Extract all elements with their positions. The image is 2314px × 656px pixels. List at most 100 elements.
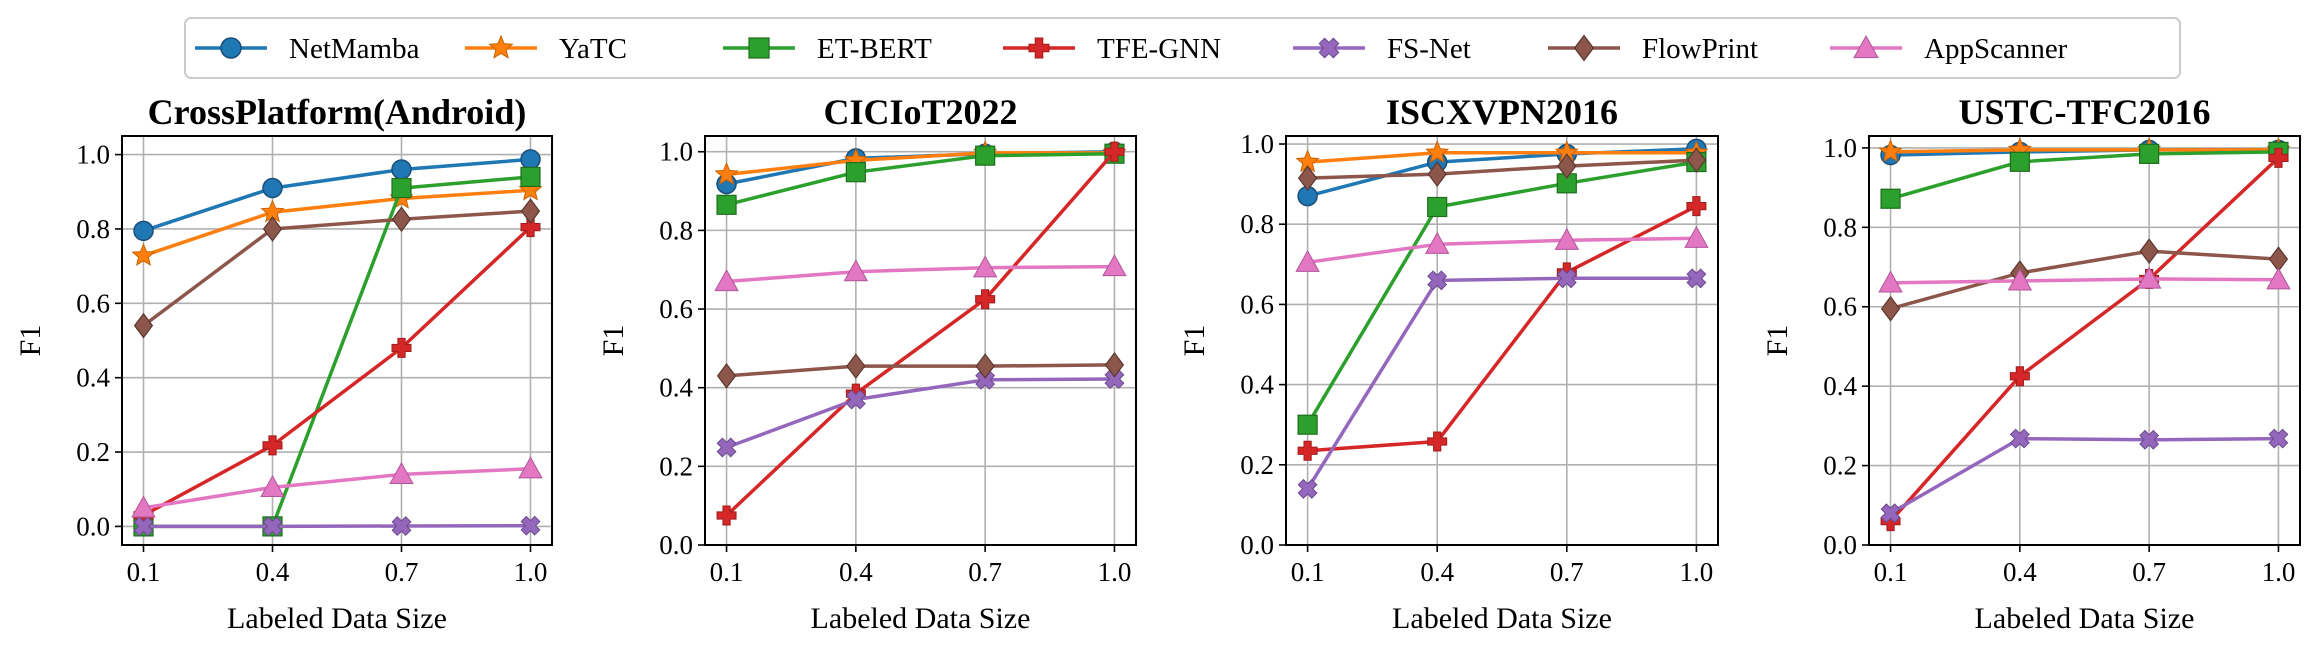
point-appscanner: [518, 456, 543, 479]
point-flowprint: [975, 353, 995, 379]
point-appscanner: [131, 495, 156, 518]
point-et-bert: [1427, 196, 1448, 218]
point-et-bert: [716, 194, 737, 215]
legend-label-tfe-gnn: TFE-GNN: [1097, 33, 1221, 65]
chart-title: CICIoT2022: [823, 92, 1017, 132]
chart-title: CrossPlatform(Android): [148, 92, 527, 132]
y-axis-label: F1: [597, 325, 630, 357]
series-group: [714, 140, 1127, 526]
y-axis-label: F1: [1761, 325, 1794, 357]
point-fs-net: [845, 389, 866, 410]
x-axis-label: Labeled Data Size: [1392, 602, 1612, 635]
point-tfe-gnn: [1297, 440, 1318, 461]
legend-label-fs-net: FS-Net: [1387, 33, 1471, 65]
y-tick-label: 0.2: [659, 451, 693, 481]
x-axis-label: Labeled Data Size: [811, 602, 1031, 635]
point-flowprint: [1880, 295, 1901, 322]
series-line-netmamba: [142, 157, 531, 233]
series-fs-net: [716, 369, 1125, 458]
x-tick-label: 0.4: [839, 557, 873, 587]
point-netmamba: [391, 159, 412, 180]
point-fs-net: [1556, 268, 1577, 289]
y-tick-label: 0.8: [659, 215, 693, 245]
legend-frame: [184, 17, 2181, 79]
point-yatc: [1878, 139, 1903, 163]
point-fs-net: [2139, 429, 2160, 450]
point-appscanner: [2007, 268, 2033, 291]
point-yatc: [714, 161, 739, 185]
x-tick-label: 0.1: [710, 557, 744, 587]
series-tfe-gnn: [1880, 147, 2289, 532]
y-tick-label: 0.4: [1823, 371, 1857, 401]
chart-title: USTC-TFC2016: [1958, 92, 2210, 132]
point-tfe-gnn: [1427, 431, 1448, 452]
point-flowprint: [1557, 153, 1577, 179]
series-line-appscanner: [726, 264, 1115, 284]
x-tick-label: 0.4: [1420, 557, 1454, 587]
x-tick-label: 0.1: [1291, 557, 1325, 587]
x-tick-label: 0.7: [968, 557, 1002, 587]
point-et-bert: [845, 162, 866, 183]
x-axis-label: Labeled Data Size: [227, 602, 447, 635]
point-appscanner: [2266, 267, 2291, 290]
gridlines: [122, 136, 552, 545]
point-tfe-gnn: [975, 289, 996, 310]
gridlines: [705, 136, 1136, 546]
y-tick-label: 0.0: [1823, 530, 1857, 560]
point-flowprint: [1297, 165, 1318, 191]
series-line-fs-net: [725, 377, 1115, 450]
series-line-fs-net: [1889, 436, 2279, 515]
point-tfe-gnn: [1686, 196, 1707, 217]
point-et-bert: [2139, 143, 2160, 164]
series-line-flowprint: [142, 209, 531, 328]
legend-entry-netmamba: NetMamba: [195, 33, 420, 65]
axes-frame: [121, 135, 553, 546]
series-line-tfe-gnn: [725, 150, 1116, 517]
x-tick-label: 1.0: [514, 557, 548, 587]
point-flowprint: [391, 206, 412, 233]
point-fs-net: [1880, 503, 1901, 524]
series-line-yatc: [1890, 148, 2279, 154]
point-fs-net: [1297, 478, 1318, 499]
y-tick-label: 0.8: [1823, 212, 1857, 242]
point-et-bert: [1880, 188, 1901, 209]
series-line-tfe-gnn: [1889, 156, 2280, 523]
gridlines: [1286, 136, 1718, 546]
point-appscanner: [714, 269, 739, 292]
point-flowprint: [846, 353, 866, 379]
point-appscanner: [1295, 249, 1320, 272]
point-flowprint: [133, 312, 154, 339]
point-et-bert: [391, 177, 412, 199]
point-appscanner: [1424, 231, 1450, 254]
series-appscanner: [1295, 225, 1709, 272]
y-tick-label: 0.2: [76, 437, 110, 467]
legend-marker-netmamba: [220, 37, 242, 59]
series-line-et-bert: [1890, 150, 2279, 201]
legend-marker-appscanner: [1853, 34, 1879, 59]
point-tfe-gnn: [2009, 366, 2030, 387]
x-tick-label: 0.7: [385, 557, 419, 587]
legend-marker-flowprint: [1573, 34, 1595, 62]
point-flowprint: [262, 216, 283, 242]
series-group: [1295, 138, 1709, 499]
point-appscanner: [1554, 227, 1580, 250]
series-line-appscanner: [1890, 277, 2279, 285]
y-tick-label: 0.0: [1240, 530, 1274, 560]
series-flowprint: [1297, 147, 1707, 191]
legend-entry-et-bert: ET-BERT: [723, 33, 932, 65]
legend-label-flowprint: FlowPrint: [1642, 33, 1758, 65]
y-tick-label: 0.2: [1823, 451, 1857, 481]
x-tick-label: 1.0: [2262, 557, 2296, 587]
series-tfe-gnn: [133, 217, 541, 526]
point-fs-net: [1427, 270, 1448, 291]
y-tick-label: 0.6: [76, 288, 110, 318]
point-tfe-gnn: [1104, 141, 1125, 162]
point-tfe-gnn: [520, 217, 541, 238]
series-flowprint: [716, 352, 1125, 389]
y-tick-label: 1.0: [76, 140, 110, 170]
y-tick-label: 0.6: [1240, 289, 1274, 319]
legend-marker-fs-net: [1318, 37, 1340, 59]
series-line-yatc: [726, 151, 1115, 177]
point-appscanner: [389, 461, 414, 484]
legend: NetMamba YaTC ET-BERT TFE-GNN FS-Net FlowPrin…: [184, 17, 2181, 79]
